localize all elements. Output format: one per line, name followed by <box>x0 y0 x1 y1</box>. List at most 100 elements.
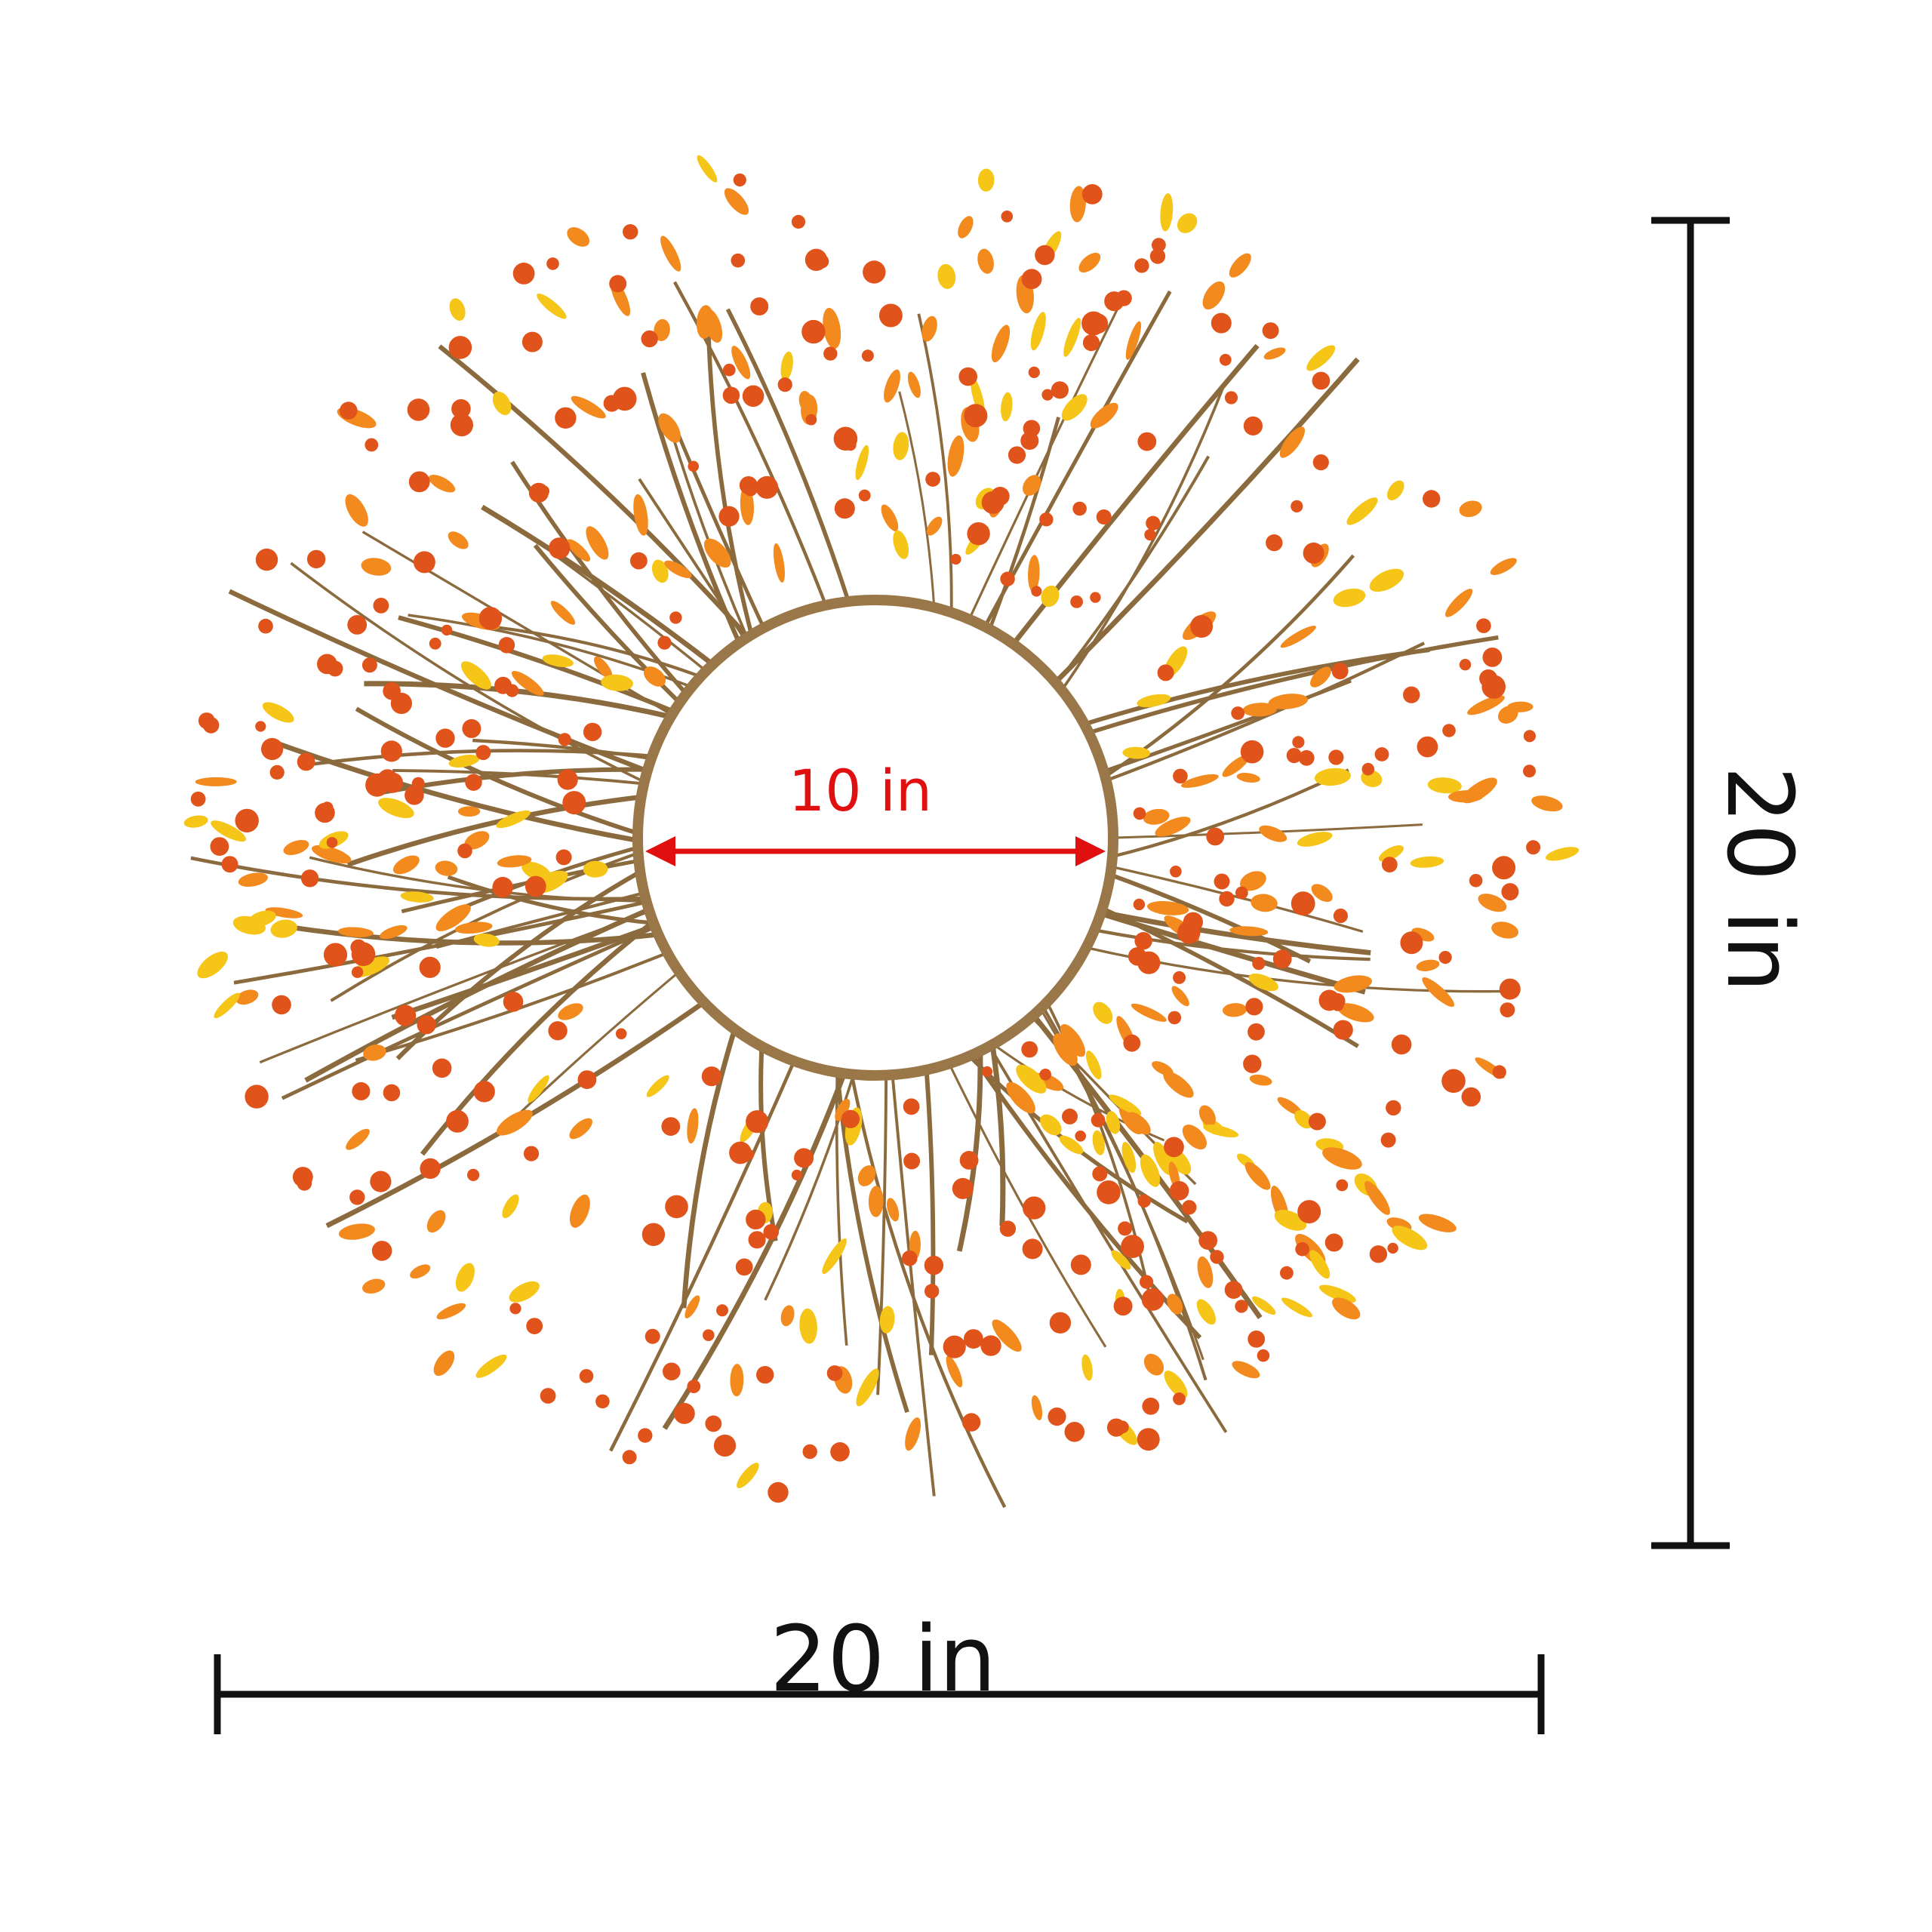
berry <box>478 607 503 630</box>
berry <box>1134 932 1152 950</box>
berry <box>999 1220 1017 1237</box>
leaf <box>1060 1023 1086 1057</box>
berry <box>1133 898 1146 911</box>
wreath-berries <box>190 173 1541 1503</box>
berry <box>245 1084 269 1109</box>
berry <box>1116 1420 1129 1434</box>
berry <box>657 635 672 650</box>
leaf <box>1334 975 1372 993</box>
leaf <box>312 844 352 864</box>
leaf <box>773 543 785 583</box>
leaf <box>1306 345 1336 371</box>
leaf <box>586 526 609 560</box>
berry <box>297 1176 312 1191</box>
leaf <box>569 1194 590 1228</box>
leaf <box>1459 500 1482 518</box>
vine-branch <box>1053 455 1211 688</box>
leaf <box>1242 703 1278 717</box>
leaf <box>835 1098 851 1121</box>
berry <box>1008 446 1026 464</box>
leaf <box>1109 1094 1142 1115</box>
berry <box>1168 1011 1182 1025</box>
berry <box>722 386 740 405</box>
leaf <box>1251 1296 1276 1315</box>
leaf <box>1369 568 1404 592</box>
leaf <box>907 371 921 398</box>
berry <box>1310 544 1322 556</box>
vine-branch <box>1097 909 1371 955</box>
leaf <box>361 558 392 576</box>
berry <box>794 1148 814 1168</box>
vine-branch <box>281 924 660 1100</box>
berry <box>1170 866 1182 878</box>
berry <box>1062 1108 1078 1124</box>
berry <box>1499 978 1521 1000</box>
berry <box>1298 749 1315 766</box>
leaf <box>601 674 633 691</box>
leaf <box>1229 253 1251 278</box>
berry <box>1224 1281 1243 1299</box>
leaf <box>823 307 841 349</box>
leaf <box>879 1306 895 1334</box>
leaf <box>1364 1180 1390 1215</box>
berry <box>306 549 326 569</box>
berry <box>1142 1397 1160 1415</box>
berry <box>349 1189 365 1205</box>
leaf <box>1277 1097 1303 1115</box>
leaf <box>1314 768 1351 786</box>
berry <box>465 774 482 791</box>
berry <box>300 869 319 888</box>
leaf <box>703 538 731 568</box>
berry <box>540 1388 556 1404</box>
berry <box>326 837 338 848</box>
berry <box>1113 1297 1133 1316</box>
leaf <box>435 860 458 876</box>
vine-branch <box>281 923 663 946</box>
berry <box>448 336 472 359</box>
leaf <box>1546 847 1580 861</box>
berry <box>198 712 215 729</box>
vine-branch <box>917 313 953 617</box>
berry <box>1214 873 1230 890</box>
overall-height-label: 20 in <box>1706 765 1811 993</box>
leaf <box>991 325 1011 363</box>
leaf <box>1164 1371 1188 1398</box>
leaf <box>1053 1033 1078 1066</box>
leaf <box>696 305 714 339</box>
leaf <box>567 227 590 247</box>
berry <box>902 1250 918 1266</box>
leaf <box>1240 871 1266 891</box>
berry <box>615 1028 627 1040</box>
berry <box>221 856 238 873</box>
leaf <box>1063 318 1081 357</box>
vine-branch <box>438 344 752 642</box>
vine-branch <box>1051 357 1360 688</box>
leaf <box>235 989 259 1005</box>
leaf <box>594 656 613 679</box>
berry <box>1137 432 1157 451</box>
berry <box>525 875 546 897</box>
leaf <box>1222 1003 1247 1017</box>
leaf <box>475 1354 507 1378</box>
berry <box>705 1415 722 1432</box>
vine-branch <box>361 531 676 718</box>
berry <box>1072 501 1087 516</box>
leaf <box>893 432 909 460</box>
berry <box>373 598 389 614</box>
leaf <box>464 831 490 850</box>
leaf <box>1490 558 1517 576</box>
leaf <box>1061 394 1088 421</box>
berry <box>462 718 481 738</box>
vine-branch <box>849 1069 1007 1509</box>
leaf <box>1181 774 1219 788</box>
leaf <box>410 1264 431 1279</box>
leaf <box>633 494 648 536</box>
vine-branch <box>493 625 706 680</box>
leaf <box>1280 626 1316 648</box>
leaf <box>921 315 937 342</box>
leaf <box>509 1281 540 1303</box>
leaf <box>528 1075 549 1103</box>
leaf <box>697 155 718 183</box>
berry <box>603 395 620 412</box>
berry <box>371 1241 392 1261</box>
